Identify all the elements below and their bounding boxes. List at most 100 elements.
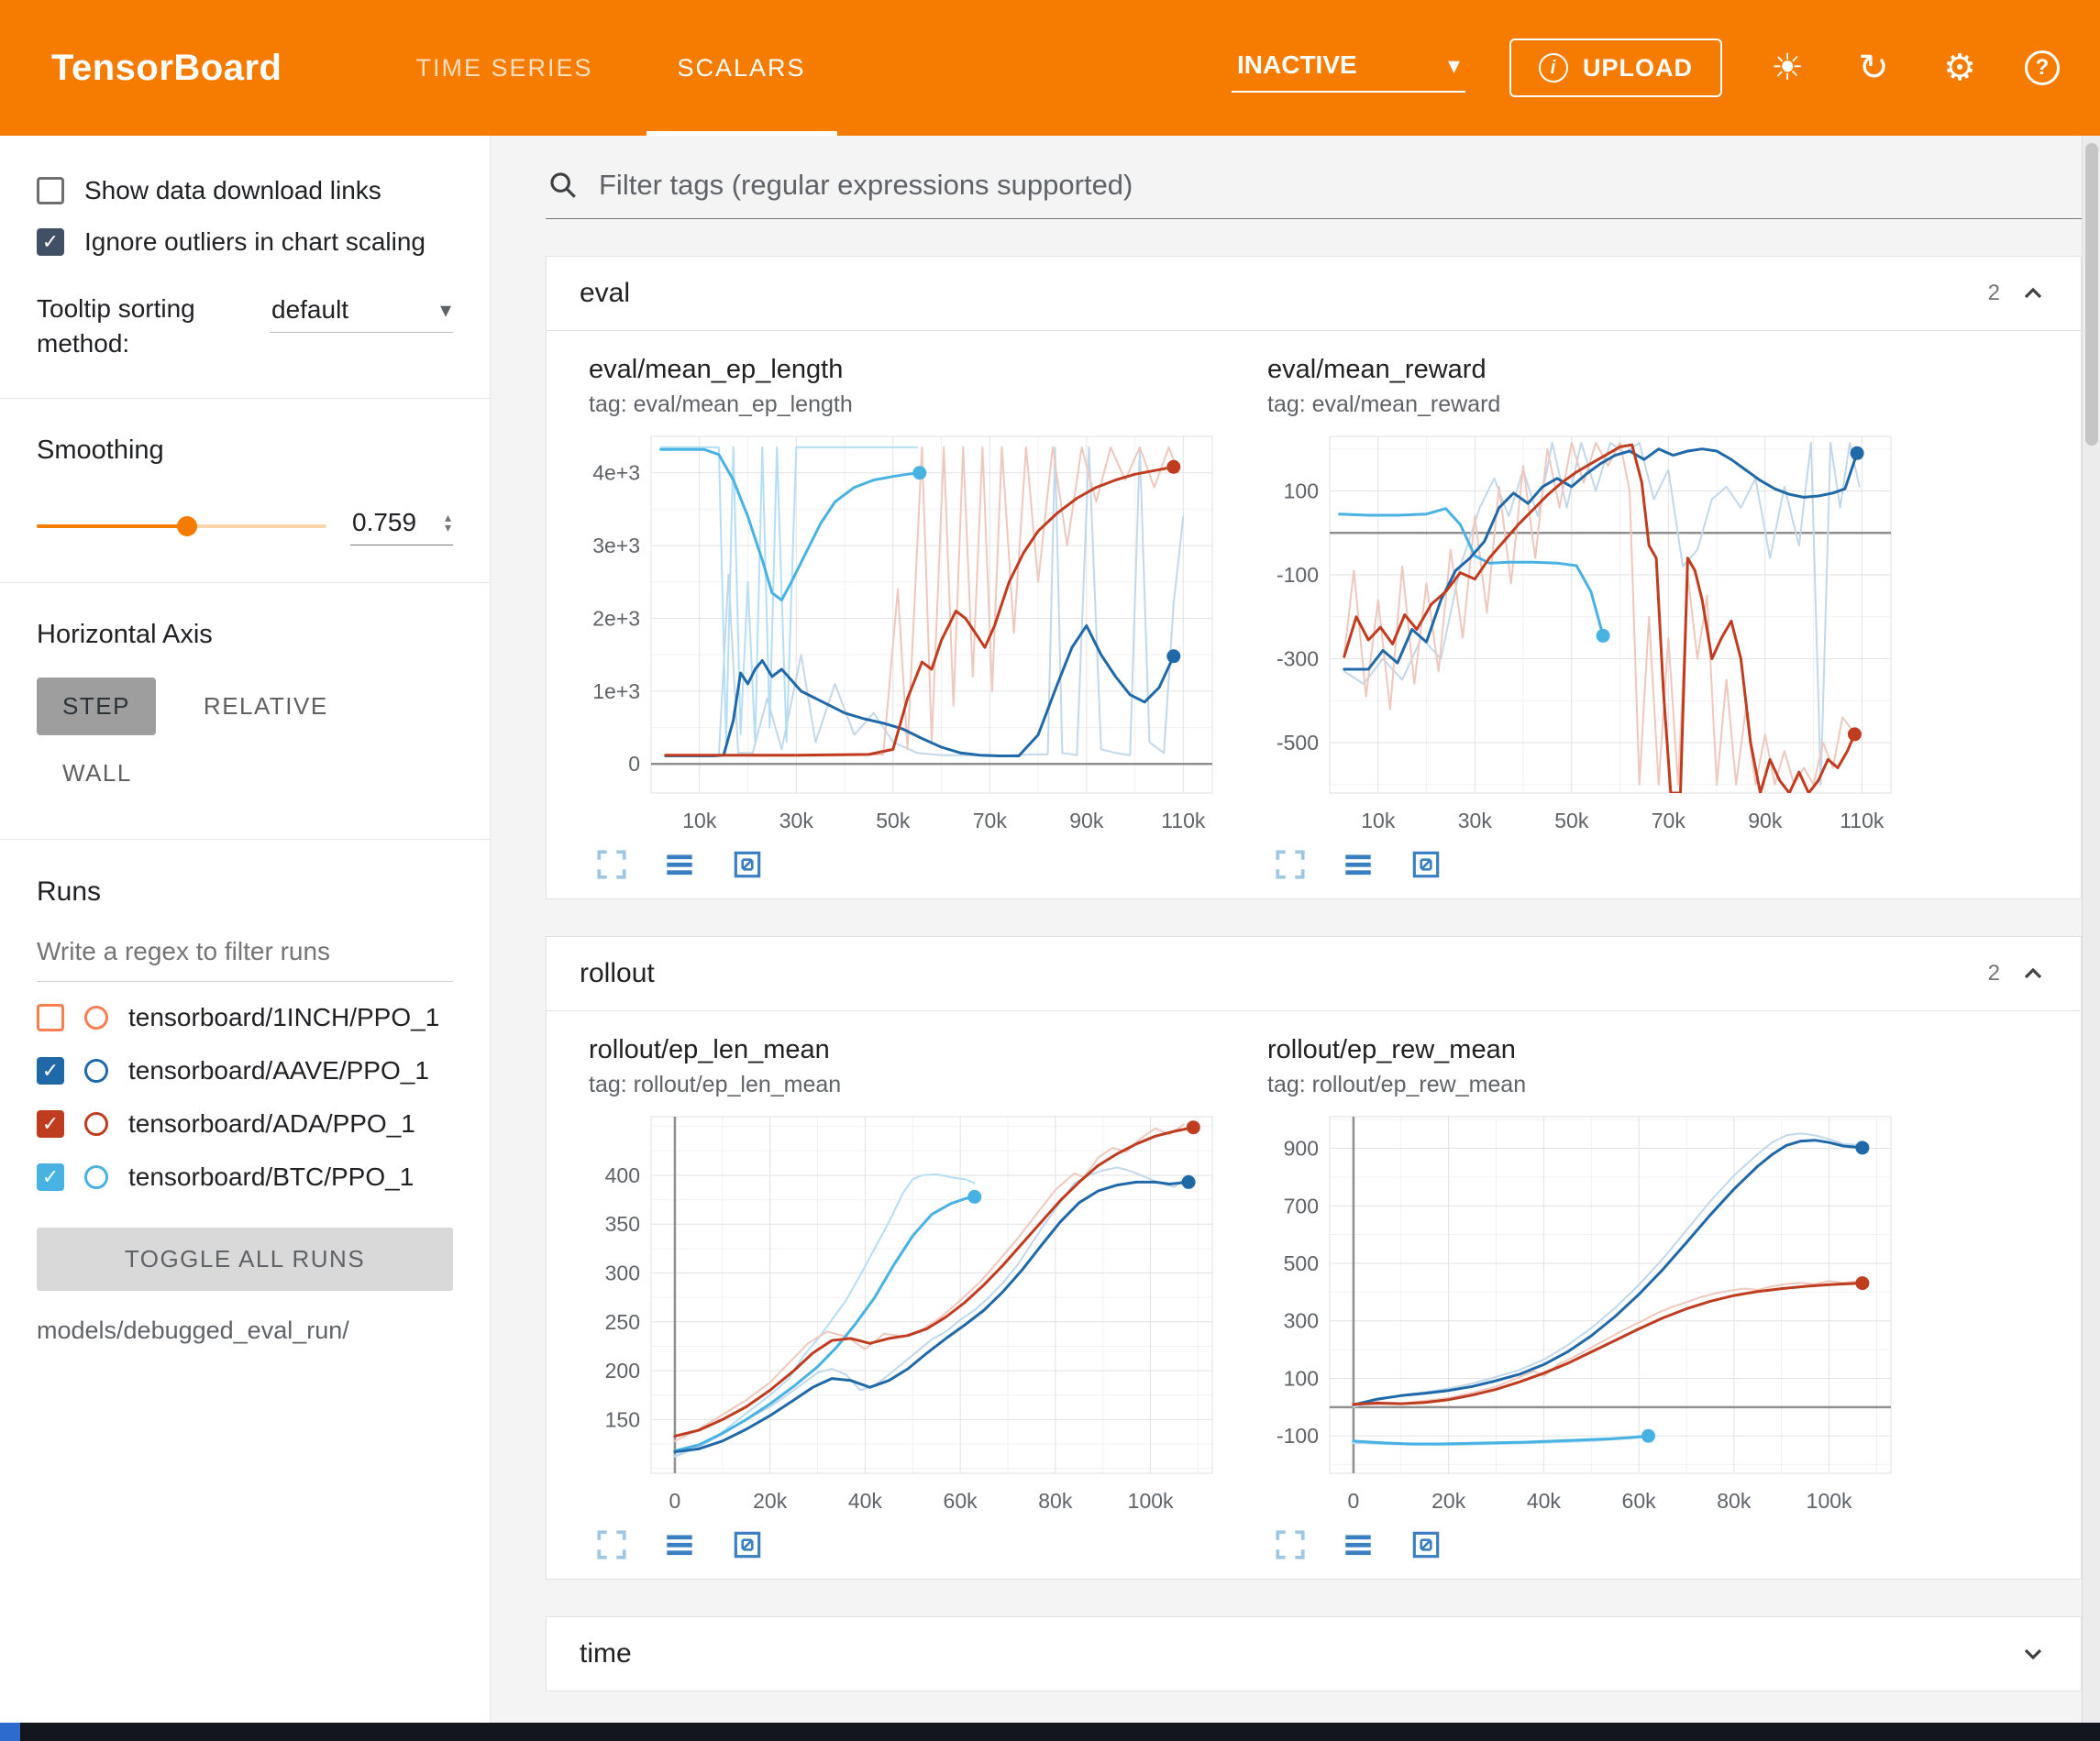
- refresh-icon[interactable]: ↻: [1858, 48, 1889, 88]
- settings-gear-icon[interactable]: ⚙: [1943, 48, 1976, 88]
- svg-text:30k: 30k: [779, 809, 814, 832]
- smoothing-slider-fill: [37, 524, 188, 529]
- svg-text:20k: 20k: [1431, 1489, 1466, 1513]
- series-raw: [1343, 441, 1853, 786]
- svg-text:110k: 110k: [1840, 809, 1884, 832]
- run-label: tensorboard/ADA/PPO_1: [128, 1108, 415, 1138]
- status-dropdown[interactable]: INACTIVE ▾: [1232, 43, 1465, 93]
- upload-label: UPLOAD: [1583, 53, 1693, 82]
- svg-text:200: 200: [605, 1359, 640, 1383]
- number-stepper[interactable]: ▴ ▾: [444, 510, 451, 534]
- svg-text:150: 150: [605, 1407, 640, 1431]
- svg-text:400: 400: [605, 1163, 640, 1187]
- view-data-table-icon[interactable]: [1341, 1527, 1376, 1562]
- svg-text:2e+3: 2e+3: [592, 607, 640, 631]
- main-tabs: TIME SERIES SCALARS: [373, 0, 847, 136]
- series-raw: [1352, 1132, 1859, 1408]
- axis-option-relative[interactable]: RELATIVE: [203, 691, 328, 720]
- scalars-dashboard: eval 2 eval/mean_ep_length tag: eval/mean…: [491, 136, 2082, 1723]
- line-chart[interactable]: 0 20k 40k 60k 80k 100k 150 200 250 300 350 400: [583, 1102, 1225, 1519]
- fullscreen-icon[interactable]: [594, 1527, 629, 1562]
- chart-eval-mean-ep-length: eval/mean_ep_length tag: eval/mean_ep_len…: [583, 355, 1225, 882]
- show-download-links-label: Show data download links: [84, 176, 381, 204]
- svg-text:30k: 30k: [1458, 809, 1493, 832]
- smoothing-slider[interactable]: [37, 516, 326, 537]
- stepper-down-icon[interactable]: ▾: [444, 519, 451, 534]
- expand-icon[interactable]: [2018, 1639, 2048, 1669]
- svg-text:100: 100: [1284, 479, 1319, 503]
- status-label: INACTIVE: [1237, 50, 1357, 79]
- toggle-all-runs-button[interactable]: TOGGLE ALL RUNS: [37, 1227, 453, 1291]
- axis-option-step[interactable]: STEP: [37, 677, 156, 735]
- fullscreen-icon[interactable]: [1273, 847, 1308, 882]
- tab-time-series[interactable]: TIME SERIES: [415, 53, 593, 82]
- smoothing-slider-knob[interactable]: [177, 516, 198, 537]
- fullscreen-icon[interactable]: [594, 847, 629, 882]
- view-data-table-icon[interactable]: [662, 847, 697, 882]
- search-icon: [550, 172, 576, 198]
- svg-text:50k: 50k: [876, 809, 911, 832]
- chart-toolbar: [1262, 843, 1904, 882]
- brightness-icon[interactable]: ☀: [1771, 48, 1804, 88]
- svg-text:250: 250: [605, 1310, 640, 1334]
- line-chart[interactable]: 10k 30k 50k 70k 90k 110k 100 -100 -300 -500: [1262, 422, 1904, 839]
- run-item[interactable]: tensorboard/1INCH/PPO_1: [37, 991, 453, 1044]
- svg-text:10k: 10k: [682, 809, 717, 832]
- smoothing-value: 0.759: [352, 507, 417, 536]
- fullscreen-icon[interactable]: [1273, 1527, 1308, 1562]
- ignore-outliers-checkbox[interactable]: ✓: [37, 228, 64, 256]
- axis-option-wall[interactable]: WALL: [62, 758, 132, 787]
- fit-domain-icon[interactable]: [730, 847, 765, 882]
- fit-domain-icon[interactable]: [1409, 847, 1443, 882]
- smoothing-value-input[interactable]: 0.759 ▴ ▾: [350, 508, 453, 545]
- tooltip-sorting-select[interactable]: default ▾: [270, 292, 453, 333]
- view-data-table-icon[interactable]: [662, 1527, 697, 1562]
- run-checkbox[interactable]: [37, 1003, 64, 1031]
- line-chart[interactable]: 0 20k 40k 60k 80k 100k 900 700 500 300 100 -100: [1262, 1102, 1904, 1519]
- line-chart[interactable]: 10k 30k 50k 70k 90k 110k 0 1e+3 2e+3 3e+3 4e+3: [583, 422, 1225, 839]
- card-title: rollout: [580, 958, 655, 988]
- chart-toolbar: [583, 1524, 1225, 1562]
- svg-text:-100: -100: [1277, 1424, 1319, 1448]
- card-eval-header[interactable]: eval 2: [547, 257, 2081, 330]
- caret-down-icon: ▾: [439, 297, 451, 323]
- card-rollout-header[interactable]: rollout 2: [547, 937, 2081, 1010]
- run-label: tensorboard/AAVE/PPO_1: [128, 1055, 429, 1085]
- tab-scalars[interactable]: SCALARS: [636, 0, 848, 136]
- series-smoothed: [659, 447, 922, 602]
- view-data-table-icon[interactable]: [1341, 847, 1376, 882]
- fit-domain-icon[interactable]: [1409, 1527, 1443, 1562]
- scrollbar-thumb[interactable]: [2085, 143, 2098, 446]
- caret-down-icon: ▾: [1447, 50, 1460, 79]
- card-count: 2: [1987, 281, 2000, 305]
- collapse-icon[interactable]: [2018, 959, 2048, 988]
- series-smoothed: [673, 1195, 977, 1452]
- tooltip-sorting-row: Tooltip sorting method: default ▾: [37, 292, 453, 361]
- fit-domain-icon[interactable]: [730, 1527, 765, 1562]
- card-time-header[interactable]: time: [547, 1617, 2081, 1691]
- run-checkbox[interactable]: ✓: [37, 1163, 64, 1191]
- show-download-links-row[interactable]: Show data download links: [37, 176, 453, 205]
- help-icon[interactable]: ?: [2025, 50, 2060, 85]
- series-smoothed: [1343, 447, 1859, 671]
- series-smoothed: [1343, 443, 1856, 793]
- run-item[interactable]: ✓ tensorboard/BTC/PPO_1: [37, 1151, 453, 1204]
- upload-button[interactable]: i UPLOAD: [1509, 39, 1722, 97]
- ignore-outliers-row[interactable]: ✓ Ignore outliers in chart scaling: [37, 227, 453, 257]
- series-raw: [1343, 441, 1861, 786]
- run-checkbox[interactable]: ✓: [37, 1056, 64, 1085]
- svg-text:80k: 80k: [1038, 1489, 1073, 1513]
- vertical-scrollbar[interactable]: [2082, 136, 2100, 1723]
- tag-filter-input[interactable]: [599, 169, 2080, 202]
- svg-text:60k: 60k: [944, 1489, 978, 1513]
- chart-tag: tag: rollout/ep_rew_mean: [1267, 1072, 1527, 1097]
- svg-text:100: 100: [1284, 1367, 1319, 1391]
- show-download-links-checkbox[interactable]: [37, 177, 64, 204]
- divider: [0, 581, 490, 583]
- runs-filter-input[interactable]: [37, 931, 453, 982]
- stepper-up-icon[interactable]: ▴: [444, 510, 451, 525]
- run-checkbox[interactable]: ✓: [37, 1109, 64, 1138]
- run-item[interactable]: ✓ tensorboard/AAVE/PPO_1: [37, 1044, 453, 1097]
- collapse-icon[interactable]: [2018, 279, 2048, 308]
- run-item[interactable]: ✓ tensorboard/ADA/PPO_1: [37, 1097, 453, 1151]
